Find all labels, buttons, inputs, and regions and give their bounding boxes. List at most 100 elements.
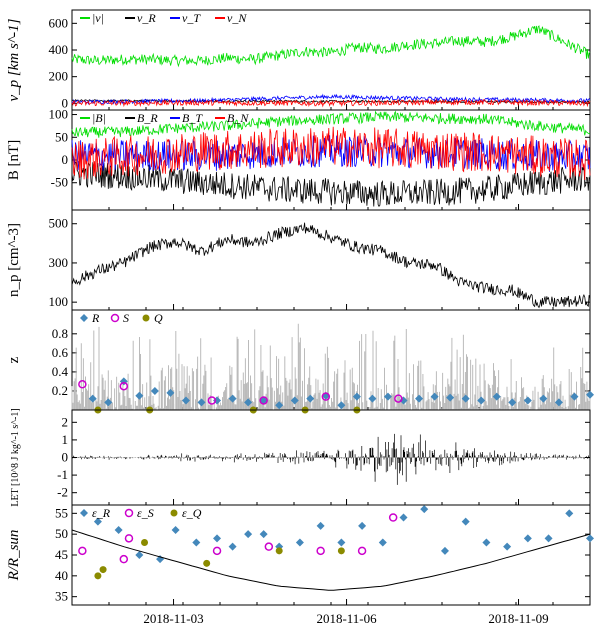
legend-label: S [123,311,129,325]
y-tick-label: 0 [62,450,69,465]
marker-S [321,392,331,401]
y-tick-label: 0.6 [52,345,69,360]
y-axis-label: z [6,356,22,363]
legend-label: Q [154,311,163,325]
marker-S [207,396,217,405]
panel-4: 2 1 0 -1 -2 LET [10^8 J kg^-1 s^-1] [10,408,591,507]
marker-ε_R [171,526,180,534]
series-line-B_R [71,161,591,208]
y-tick-label: 400 [49,42,69,57]
y-tick-label: 55 [55,505,68,520]
marker-ε_R [440,546,449,555]
legend-swatch [80,314,88,322]
x-tick-label: 2018-11-09 [488,611,548,626]
legend-label: ε_R [92,506,111,520]
marker-R [415,394,424,403]
marker-ε_R [523,534,532,543]
panel-frame [71,9,591,111]
marker-ε_R [213,534,222,543]
y-tick-label: 300 [49,255,69,270]
marker-ε_S [264,542,274,551]
marker-ε_R [482,538,491,547]
panel-3: 0.8 0.6 0.4 0.2 z R S Q [6,309,594,414]
marker-ε_R [358,521,367,530]
y-axis-label: LET [10^8 J kg^-1 s^-1] [10,408,21,506]
marker-ε_R [244,530,253,539]
series-line-|v| [71,25,591,68]
series-line-B_N [71,126,591,181]
y-axis-label: v_p [km s^-1] [6,18,22,101]
marker-ε_R [337,538,346,547]
marker-ε_R [259,530,268,539]
y-tick-label: 1 [62,432,69,447]
marker-R [554,398,563,407]
let-line [71,433,591,485]
marker-ε_S [388,513,398,522]
marker-ε_R [316,521,325,530]
marker-R [492,392,501,401]
marker-R [461,394,470,403]
panel-frame [71,209,591,311]
legend-swatch [110,313,120,323]
legend-swatch [142,314,150,322]
density-line [71,222,591,309]
marker-R [477,396,486,405]
y-axis-label: R/R_sun [6,530,22,582]
series-line-|B| [71,110,591,138]
y-tick-label: 100 [49,107,69,122]
marker-ε_R [135,551,144,559]
y-tick-label: 0 [62,152,69,167]
y-tick-label: 600 [49,15,69,30]
marker-ε_S [78,546,87,556]
marker-ε_S [212,546,222,556]
series-line-B_T [71,135,591,174]
panel-0: 600 400 200 0 v_p [km s^-1] |v| v_R v_T v_N [6,9,591,111]
y-tick-label: 50 [55,129,68,144]
marker-ε_Q [203,559,211,567]
marker-R [166,388,175,397]
marker-R [352,392,361,401]
y-tick-label: 0.8 [52,326,68,341]
marker-ε_Q [94,572,102,580]
marker-R [244,398,253,407]
marker-ε_R [114,526,123,534]
y-tick-label: 0 [62,95,69,110]
y-tick-label: 0.4 [52,364,69,379]
y-tick-label: 0.2 [52,383,68,398]
legend-label: |v| [92,11,104,25]
marker-ε_Q [99,566,107,574]
y-tick-label: 200 [49,69,69,84]
marker-R [150,386,159,395]
y-tick-label: 500 [49,216,69,231]
marker-R [430,392,439,401]
y-tick-label: -50 [51,175,68,190]
marker-R [88,394,97,403]
marker-S [119,381,129,391]
marker-R [181,396,190,405]
marker-R [104,398,113,407]
marker-ε_R [399,513,408,522]
series-line-v_T [71,93,591,105]
marker-S [394,394,403,403]
marker-R [259,396,268,405]
marker-ε_R [586,534,594,543]
distance-curve [71,529,591,591]
marker-R [197,398,206,407]
marker-ε_R [503,542,512,551]
marker-ε_R [544,534,553,543]
z-background [71,323,591,410]
x-tick-label: 2018-11-03 [143,611,203,626]
marker-ε_R [93,517,102,526]
marker-ε_R [295,538,304,547]
marker-R [570,392,579,401]
series-line-v_N [71,98,591,108]
marker-R [539,394,548,403]
marker-ε_Q [337,547,345,555]
marker-R [275,401,284,410]
legend-swatch [124,508,134,518]
marker-ε_R [420,505,429,514]
marker-ε_R [192,538,201,547]
x-tick-label: 2018-11-06 [316,611,377,626]
marker-ε_R [461,517,470,526]
